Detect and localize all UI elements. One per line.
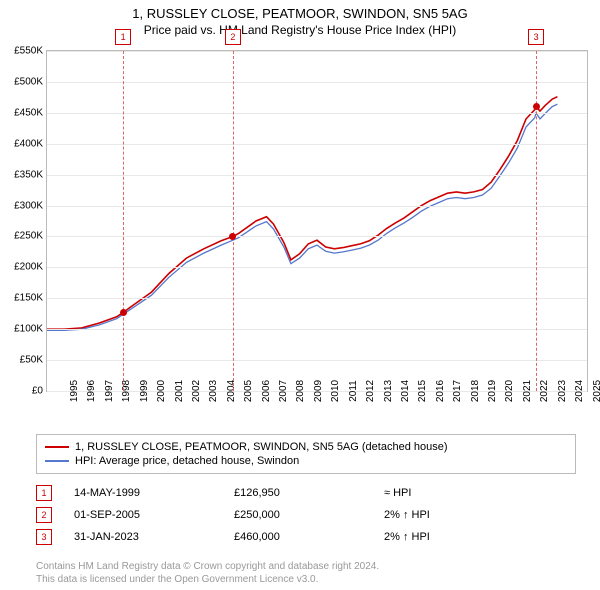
- event-number: 3: [36, 529, 52, 545]
- event-number: 1: [36, 485, 52, 501]
- y-axis-label: £200K: [14, 262, 47, 273]
- event-date: 31-JAN-2023: [74, 531, 234, 543]
- gridline: [47, 360, 587, 361]
- y-axis-label: £500K: [14, 76, 47, 87]
- y-axis-label: £100K: [14, 324, 47, 335]
- event-date: 01-SEP-2005: [74, 509, 234, 521]
- legend-box: 1, RUSSLEY CLOSE, PEATMOOR, SWINDON, SN5…: [36, 434, 576, 474]
- event-line: [536, 51, 537, 391]
- y-axis-label: £300K: [14, 200, 47, 211]
- event-price: £126,950: [234, 487, 384, 499]
- legend-swatch-property: [45, 446, 69, 448]
- event-marker: 3: [528, 29, 544, 45]
- gridline: [47, 206, 587, 207]
- legend-row: 1, RUSSLEY CLOSE, PEATMOOR, SWINDON, SN5…: [45, 440, 567, 454]
- legend-label-property: 1, RUSSLEY CLOSE, PEATMOOR, SWINDON, SN5…: [75, 441, 448, 453]
- sale-dot: [120, 309, 127, 316]
- legend-swatch-hpi: [45, 460, 69, 462]
- event-delta: ≈ HPI: [384, 487, 504, 499]
- legend-label-hpi: HPI: Average price, detached house, Swin…: [75, 455, 299, 467]
- footer-attribution: Contains HM Land Registry data © Crown c…: [36, 560, 379, 586]
- line-svg: [47, 51, 587, 391]
- y-axis-label: £250K: [14, 231, 47, 242]
- event-marker: 1: [115, 29, 131, 45]
- event-delta: 2% ↑ HPI: [384, 531, 504, 543]
- gridline: [47, 236, 587, 237]
- y-axis-label: £400K: [14, 138, 47, 149]
- gridline: [47, 298, 587, 299]
- event-row: 1 14-MAY-1999£126,950≈ HPI: [36, 482, 576, 504]
- y-axis-label: £150K: [14, 293, 47, 304]
- footer-line-2: This data is licensed under the Open Gov…: [36, 573, 379, 586]
- gridline: [47, 267, 587, 268]
- y-axis-label: £0: [32, 386, 47, 397]
- gridline: [47, 82, 587, 83]
- event-row: 2 01-SEP-2005£250,0002% ↑ HPI: [36, 504, 576, 526]
- event-price: £250,000: [234, 509, 384, 521]
- event-number: 2: [36, 507, 52, 523]
- y-axis-label: £450K: [14, 107, 47, 118]
- gridline: [47, 175, 587, 176]
- y-axis-label: £550K: [14, 46, 47, 57]
- chart-subtitle: Price paid vs. HM Land Registry's House …: [0, 21, 600, 43]
- events-table: 1 14-MAY-1999£126,950≈ HPI 2 01-SEP-2005£25…: [36, 482, 576, 548]
- y-axis-label: £350K: [14, 169, 47, 180]
- legend-row: HPI: Average price, detached house, Swin…: [45, 454, 567, 468]
- gridline: [47, 144, 587, 145]
- event-delta: 2% ↑ HPI: [384, 509, 504, 521]
- gridline: [47, 113, 587, 114]
- y-axis-label: £50K: [20, 355, 47, 366]
- gridline: [47, 51, 587, 52]
- footer-line-1: Contains HM Land Registry data © Crown c…: [36, 560, 379, 573]
- event-line: [123, 51, 124, 391]
- chart-plot-area: £0£50K£100K£150K£200K£250K£300K£350K£400…: [46, 50, 588, 392]
- event-row: 3 31-JAN-2023£460,0002% ↑ HPI: [36, 526, 576, 548]
- event-date: 14-MAY-1999: [74, 487, 234, 499]
- x-axis-label: 2026: [587, 380, 600, 402]
- event-marker: 2: [225, 29, 241, 45]
- gridline: [47, 329, 587, 330]
- chart-title: 1, RUSSLEY CLOSE, PEATMOOR, SWINDON, SN5…: [0, 0, 600, 21]
- event-price: £460,000: [234, 531, 384, 543]
- sale-dot: [533, 103, 540, 110]
- event-line: [233, 51, 234, 391]
